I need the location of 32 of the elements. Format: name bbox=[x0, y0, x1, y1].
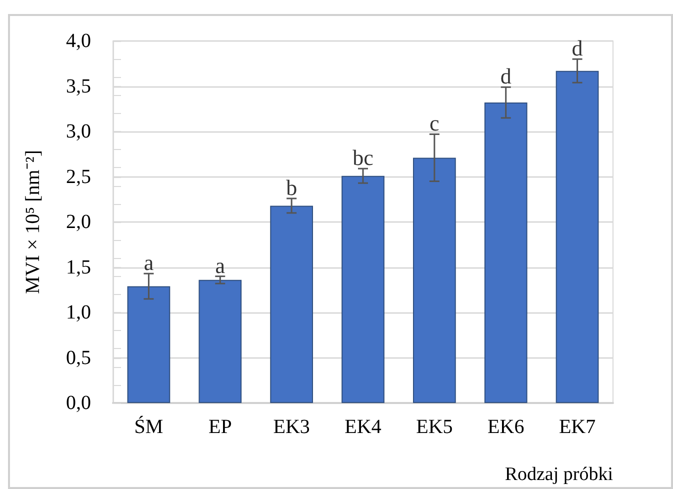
y-tick-label: 1,5 bbox=[66, 256, 91, 278]
annotation: d bbox=[572, 36, 583, 61]
y-tick-label: 0,5 bbox=[66, 346, 91, 369]
x-tick-label: EK4 bbox=[344, 416, 382, 438]
bar bbox=[127, 286, 170, 403]
x-tick-label: ŚM bbox=[134, 415, 164, 438]
bar bbox=[198, 280, 242, 403]
annotation: bc bbox=[352, 145, 374, 170]
annotation: c bbox=[430, 110, 440, 136]
y-tick-label: 1,0 bbox=[66, 302, 91, 324]
bar bbox=[270, 206, 313, 403]
y-tick-label: 2,0 bbox=[66, 211, 91, 233]
y-tick-label: 0,0 bbox=[66, 392, 91, 414]
bar bbox=[556, 70, 599, 403]
x-tick-label: EP bbox=[208, 416, 232, 438]
annotation: a bbox=[215, 252, 226, 278]
annotation: b bbox=[286, 174, 298, 200]
x-axis-title: Rodzaj próbki bbox=[504, 464, 613, 485]
y-tick-label: 4,0 bbox=[66, 30, 91, 52]
y-tick-label: 3,0 bbox=[66, 120, 91, 142]
y-axis-title: MVI × 10⁵ [nm⁻²] bbox=[22, 150, 44, 294]
annotation: a bbox=[144, 250, 154, 276]
annotation: d bbox=[500, 64, 512, 89]
x-tick-label: EK6 bbox=[488, 416, 524, 438]
x-tick-label: EK3 bbox=[273, 416, 310, 438]
bar bbox=[413, 158, 456, 403]
x-tick-label: EK7 bbox=[558, 416, 596, 438]
bar bbox=[484, 102, 528, 403]
y-tick-label: 2,5 bbox=[66, 166, 91, 188]
bar bbox=[342, 176, 384, 403]
x-tick-label: EK5 bbox=[416, 416, 453, 438]
y-tick-label: 3,5 bbox=[66, 75, 91, 98]
